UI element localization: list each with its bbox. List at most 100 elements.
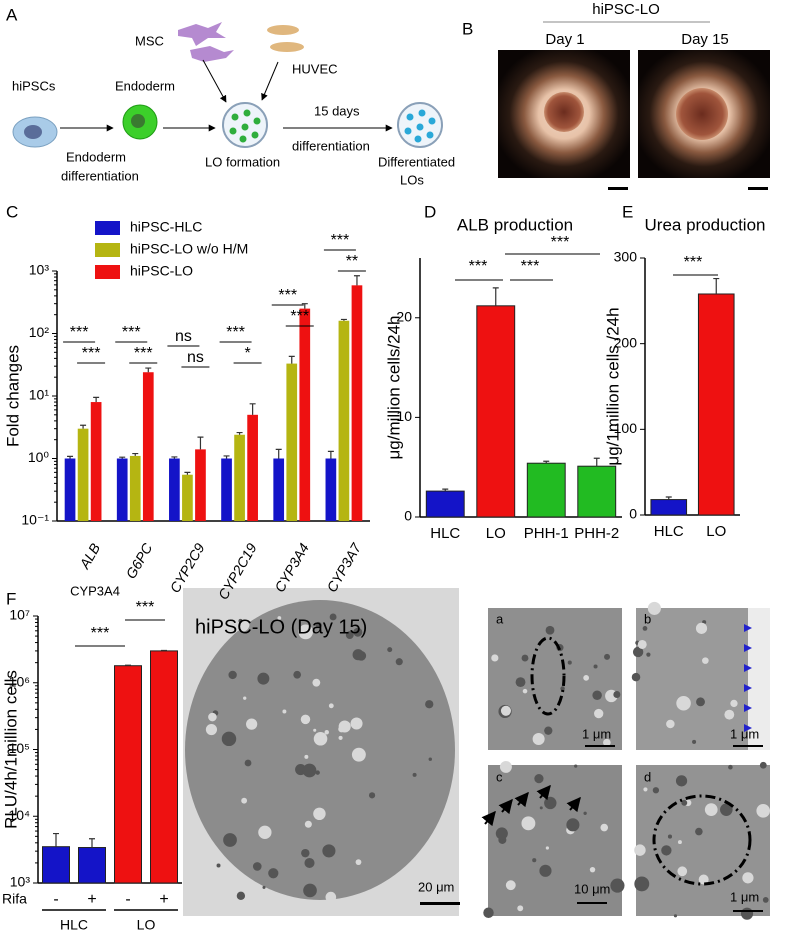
- granule: [742, 872, 754, 884]
- label: differentiation: [61, 168, 139, 183]
- label: Day 1: [545, 31, 584, 48]
- inset-label: d: [644, 769, 651, 784]
- arrowhead: [744, 664, 752, 672]
- arrowhead: [744, 624, 752, 632]
- granule: [282, 709, 287, 714]
- granule: [647, 601, 661, 615]
- error-bar: [249, 403, 256, 415]
- error-bar: [275, 448, 282, 459]
- granule: [315, 770, 320, 775]
- x-tick-label: HLC: [430, 525, 460, 542]
- granule: [544, 796, 557, 810]
- panel-label: F: [6, 589, 16, 608]
- label: 15 days: [314, 103, 360, 118]
- granule: [740, 907, 754, 920]
- y-tick-label: 10²: [29, 324, 50, 340]
- granule: [258, 825, 272, 839]
- scale-label: 10 μm: [574, 881, 610, 896]
- bar: [577, 465, 617, 518]
- y-axis-label: μg/1million cells /24h: [603, 307, 622, 465]
- label: Endoderm: [66, 149, 126, 164]
- bar: [650, 499, 688, 516]
- granule: [521, 816, 536, 831]
- cell-dot: [241, 123, 249, 131]
- granule: [567, 660, 572, 665]
- error-bar: [593, 457, 600, 467]
- granule: [544, 726, 553, 735]
- cell-dot: [416, 123, 424, 131]
- arrow: [514, 791, 529, 808]
- label: LOs: [400, 172, 424, 187]
- panel-label: D: [424, 202, 436, 221]
- granule: [205, 723, 218, 736]
- x-tick-label: -: [53, 891, 58, 908]
- error-bar: [340, 318, 347, 321]
- granule: [762, 897, 769, 903]
- granule: [428, 757, 432, 761]
- granule: [610, 878, 625, 893]
- granule: [329, 613, 337, 621]
- granule: [574, 764, 578, 768]
- granule: [677, 840, 682, 845]
- granule: [313, 728, 317, 732]
- title: hiPSC-LO (Day 15): [195, 616, 367, 638]
- granule: [495, 827, 508, 840]
- title: hiPSC-LO: [592, 1, 660, 18]
- legend-label: hiPSC-LO w/o H/M: [130, 241, 248, 257]
- bar: [234, 434, 245, 521]
- granule: [592, 690, 602, 700]
- panel-label: B: [462, 19, 473, 38]
- y-tick-label: 300: [614, 249, 638, 265]
- msc-cell: [190, 46, 234, 62]
- y-tick-label: 10⁻¹: [21, 512, 49, 528]
- error-bar: [492, 287, 499, 306]
- significance: ***: [136, 599, 155, 616]
- granule: [603, 738, 611, 747]
- legend-label: hiPSC-HLC: [130, 219, 202, 235]
- nucleus: [131, 114, 145, 128]
- granule: [244, 759, 252, 767]
- error-bar: [197, 436, 204, 450]
- granule: [634, 844, 646, 856]
- bar: [697, 293, 735, 516]
- x-tick-label: CYP2C9: [167, 540, 208, 595]
- granule: [241, 797, 248, 804]
- error-bar: [184, 471, 191, 475]
- granule: [243, 696, 247, 700]
- bar: [64, 458, 76, 521]
- chart-title: ALB production: [457, 215, 573, 234]
- granule: [589, 866, 596, 873]
- scale-bar: [585, 745, 615, 747]
- error-bar: [543, 460, 550, 464]
- inset-label: c: [496, 769, 503, 784]
- arrowhead: [744, 684, 752, 692]
- error-bar: [288, 355, 295, 364]
- error-bar: [132, 452, 139, 456]
- cell-dot: [428, 117, 436, 125]
- significance: ***: [226, 324, 245, 341]
- dots: [229, 109, 436, 143]
- granule: [643, 787, 648, 792]
- granule: [642, 626, 648, 631]
- bar: [325, 458, 337, 521]
- arrowhead: [744, 724, 752, 732]
- granule: [246, 718, 258, 730]
- granule: [268, 868, 279, 879]
- legend-label: hiPSC-LO: [130, 263, 193, 279]
- cell-dot: [243, 109, 251, 117]
- bar: [476, 305, 516, 518]
- granule: [322, 844, 336, 858]
- panel-label: A: [6, 5, 18, 24]
- arrow: [536, 784, 551, 801]
- msc-cell: [178, 22, 226, 46]
- x-tick-label: LO: [486, 525, 506, 542]
- granule: [593, 664, 598, 669]
- granule: [200, 649, 212, 661]
- arrow: [566, 796, 581, 813]
- granule: [395, 658, 403, 666]
- granule: [600, 823, 609, 832]
- granule: [208, 712, 217, 722]
- significance: ***: [521, 258, 540, 275]
- label: Differentiated: [378, 154, 455, 169]
- granule: [252, 862, 262, 871]
